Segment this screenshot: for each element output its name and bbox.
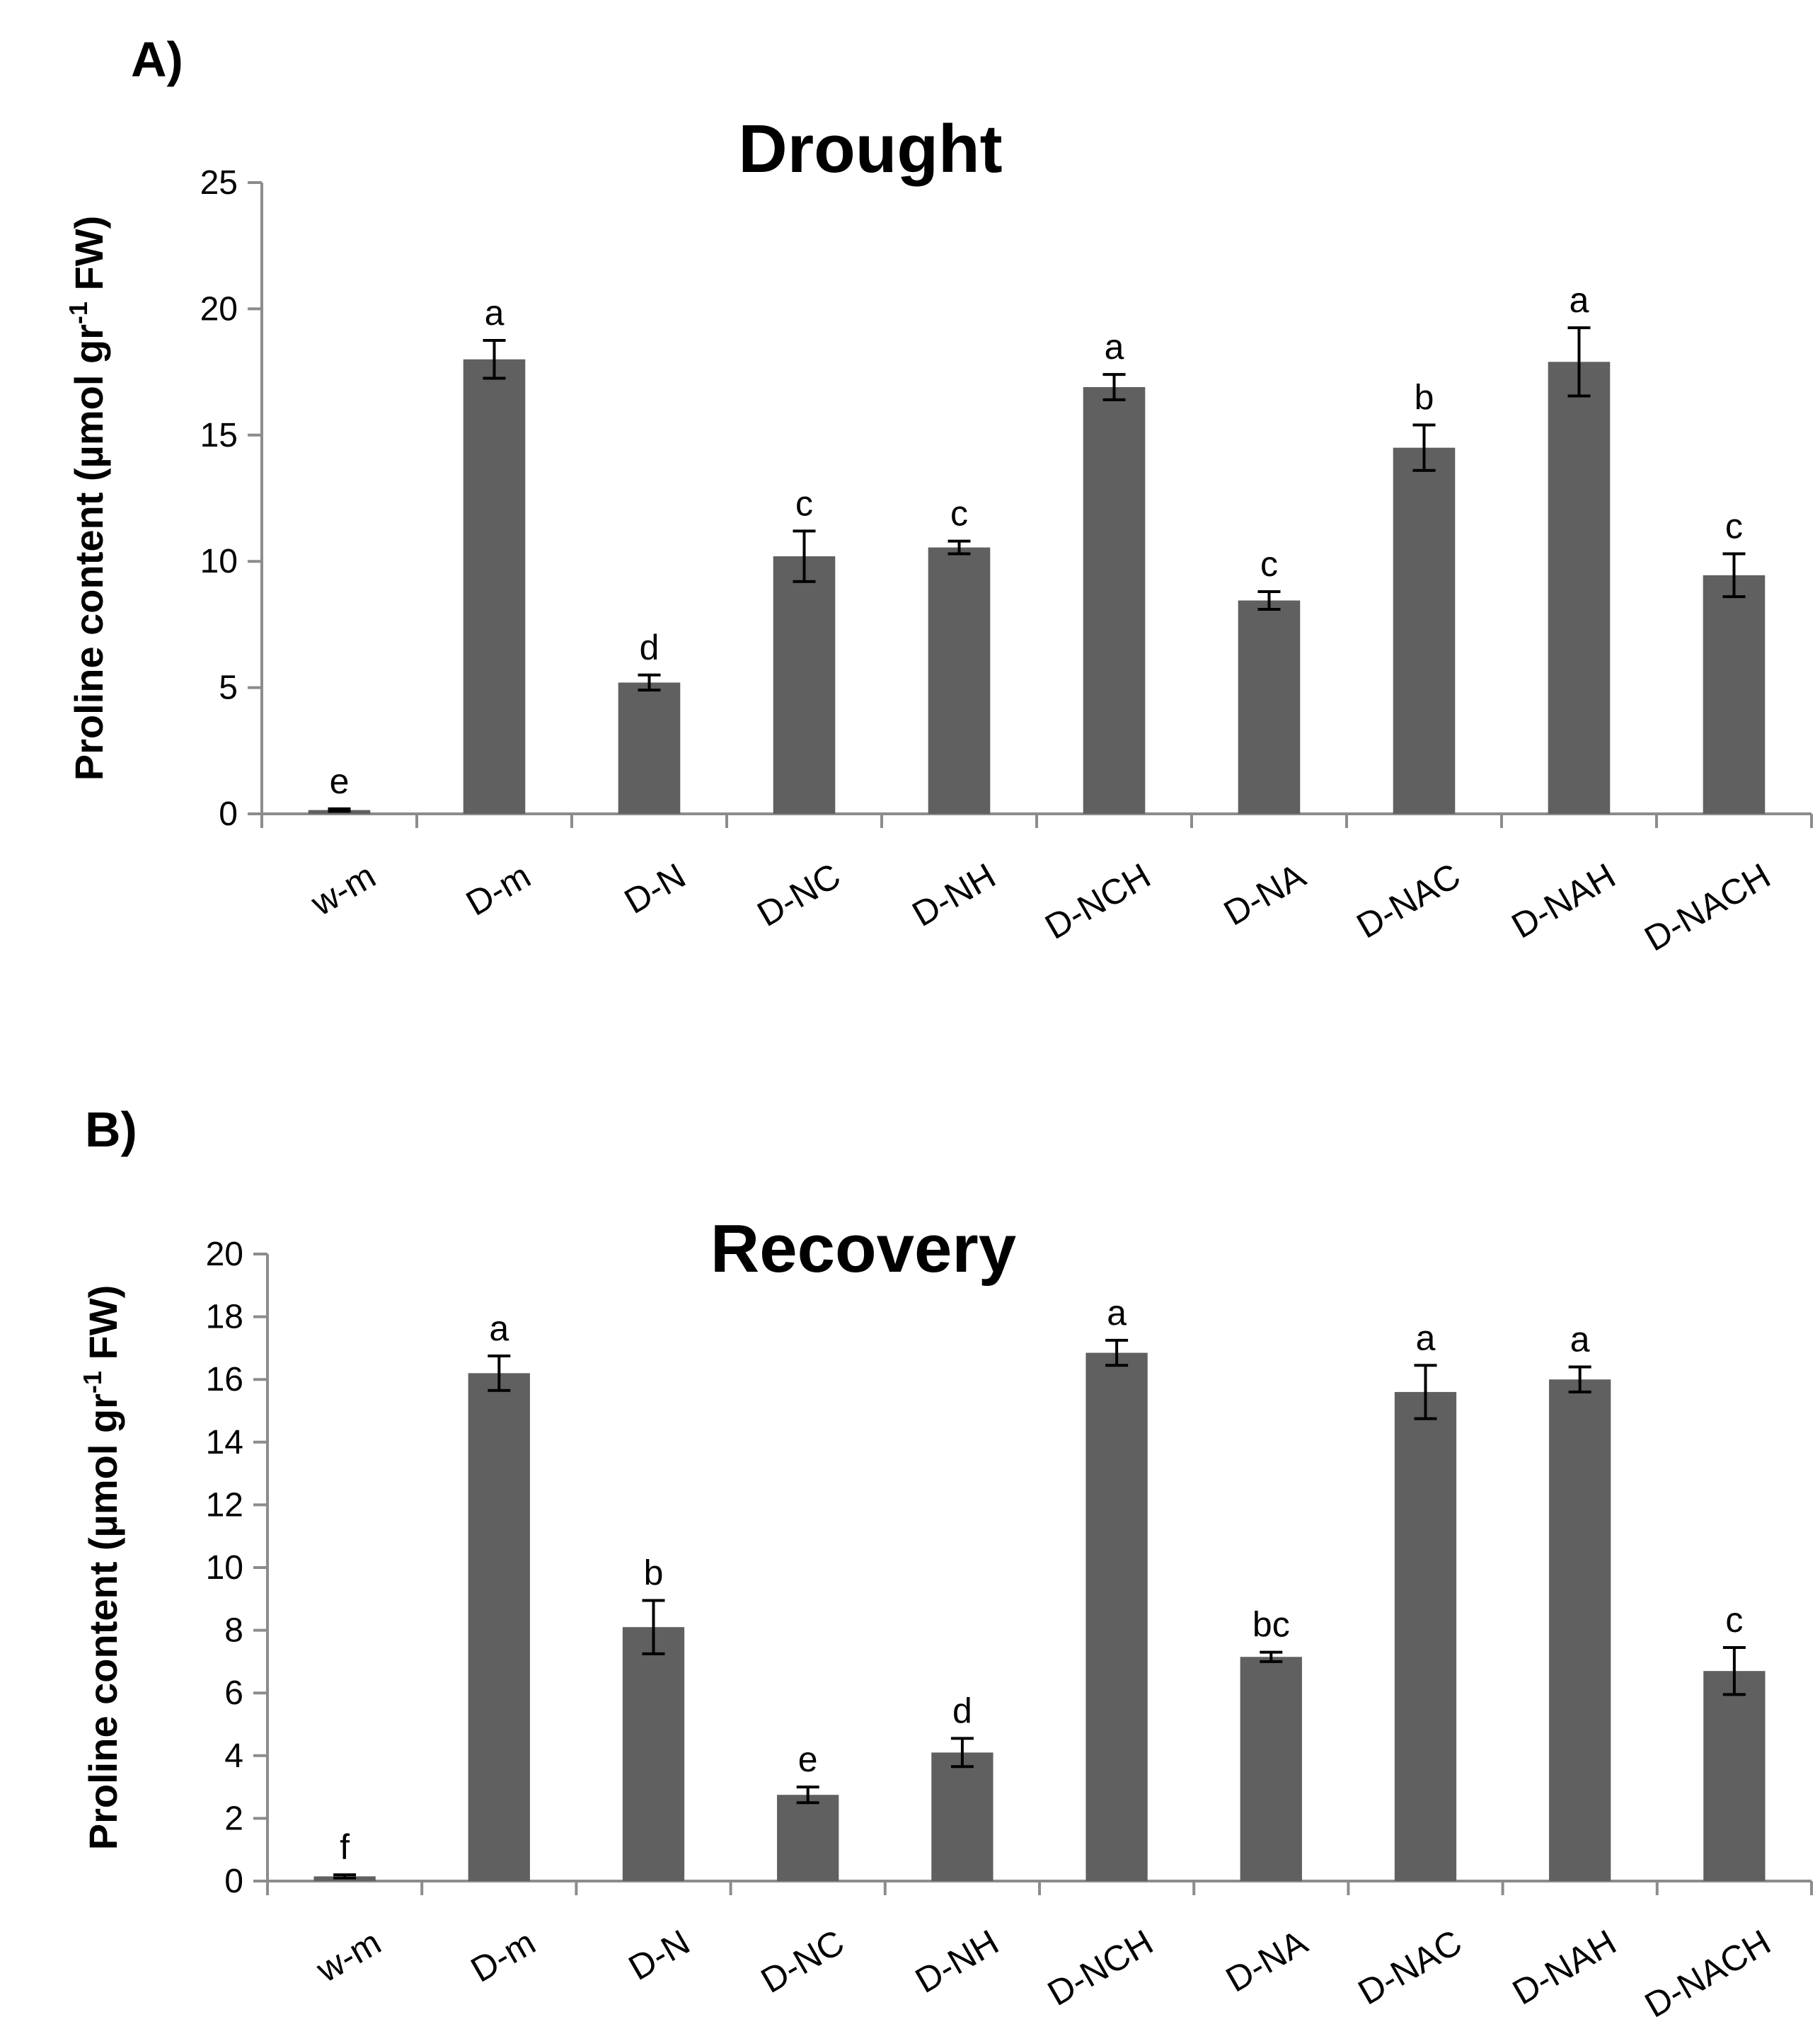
significance-label: a: [489, 1309, 509, 1348]
significance-label: c: [1725, 1600, 1743, 1640]
significance-label: a: [1416, 1318, 1436, 1357]
y-tick-label: 16: [206, 1361, 243, 1398]
bar: [463, 359, 526, 814]
chart-title: Drought: [738, 111, 1002, 187]
y-axis-title: Proline content (µmol gr-1 FW): [64, 216, 111, 781]
significance-label: e: [798, 1740, 818, 1779]
bar: [1548, 362, 1611, 814]
y-tick-label: 0: [219, 795, 238, 833]
y-tick-label: 18: [206, 1299, 243, 1336]
y-axis-title-main: Proline content (µmol gr: [81, 1393, 125, 1850]
significance-label: d: [640, 628, 660, 667]
y-tick-label: 20: [200, 290, 238, 328]
significance-label: d: [952, 1691, 972, 1730]
bar: [1393, 447, 1456, 814]
significance-label: b: [644, 1553, 664, 1593]
significance-label: a: [1105, 327, 1124, 367]
bar: [618, 682, 681, 814]
bar: [1240, 1657, 1302, 1881]
significance-label: c: [950, 494, 968, 534]
significance-label: b: [1415, 378, 1434, 418]
y-tick-label: 10: [206, 1549, 243, 1587]
bar: [928, 547, 991, 814]
panel-letter: B): [85, 1102, 137, 1157]
y-axis-title-superscript: -1: [64, 301, 93, 324]
bar: [468, 1373, 530, 1881]
bar: [1549, 1379, 1611, 1881]
y-axis-title-main: Proline content (µmol gr: [67, 324, 111, 781]
bar: [1703, 575, 1766, 814]
bar: [931, 1752, 993, 1881]
y-axis-title-unit: FW): [67, 216, 111, 301]
bar: [773, 556, 836, 814]
significance-label: a: [1107, 1293, 1127, 1333]
y-tick-label: 4: [224, 1737, 243, 1775]
chart-recovery: B) Recovery Proline content (µmol gr-1 FW)…: [78, 1102, 1813, 2025]
bar: [1085, 1352, 1148, 1881]
bar: [1083, 387, 1146, 814]
significance-label: e: [330, 761, 350, 801]
significance-label: f: [340, 1827, 350, 1867]
significance-label: c: [1725, 506, 1743, 546]
y-tick-label: 15: [200, 417, 238, 454]
y-tick-label: 2: [224, 1800, 243, 1837]
y-tick-label: 25: [200, 164, 238, 202]
y-tick-label: 14: [206, 1424, 243, 1461]
bar: [1238, 600, 1301, 814]
significance-label: a: [1570, 1319, 1590, 1359]
significance-label: c: [795, 483, 813, 523]
y-tick-label: 5: [219, 669, 238, 707]
chart-title: Recovery: [710, 1211, 1016, 1287]
y-axis-title-superscript: -1: [78, 1371, 107, 1393]
y-tick-label: 20: [206, 1236, 243, 1273]
bar: [622, 1627, 685, 1881]
bar: [1394, 1391, 1457, 1881]
bar: [777, 1795, 839, 1881]
y-tick-label: 0: [224, 1863, 243, 1900]
significance-label: a: [485, 293, 505, 333]
y-tick-label: 12: [206, 1486, 243, 1524]
y-axis-title: Proline content (µmol gr-1 FW): [78, 1285, 125, 1850]
y-tick-label: 6: [224, 1674, 243, 1712]
significance-label: a: [1570, 280, 1589, 320]
significance-label: c: [1260, 544, 1278, 584]
significance-label: bc: [1252, 1605, 1290, 1645]
y-tick-label: 8: [224, 1612, 243, 1650]
y-axis-title-unit: FW): [81, 1285, 125, 1371]
y-tick-label: 10: [200, 543, 238, 580]
bar: [1703, 1671, 1766, 1881]
panel-letter: A): [131, 32, 183, 87]
